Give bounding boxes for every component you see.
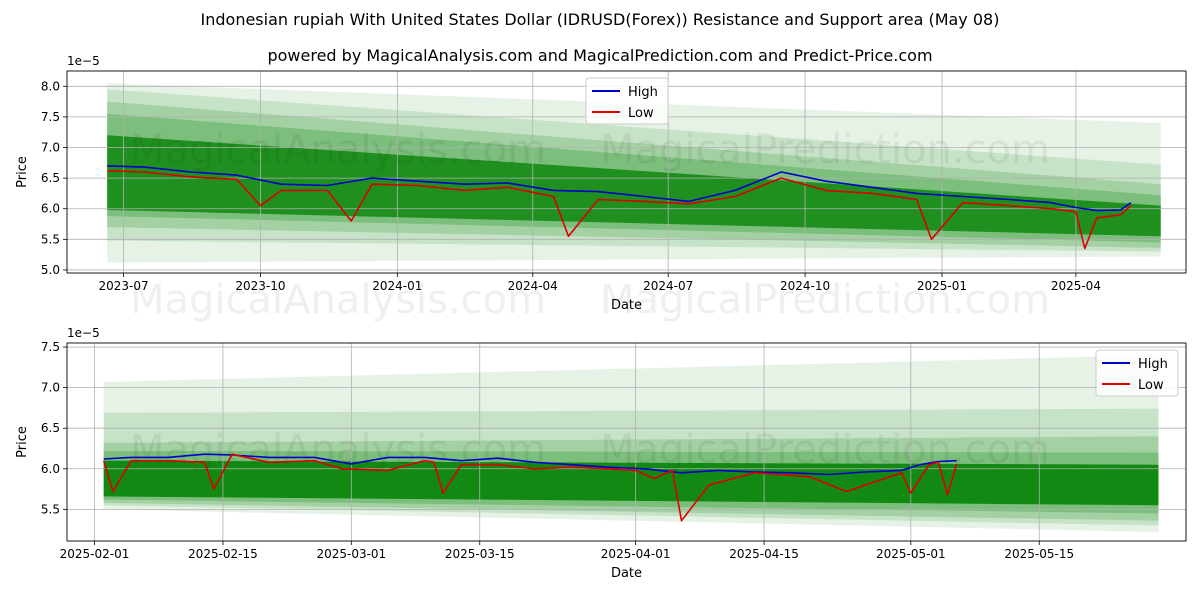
x-tick-label: 2023-10 xyxy=(235,279,285,293)
x-tick-label: 2025-02-01 xyxy=(60,547,130,561)
band-2-5 xyxy=(103,460,1159,506)
legend-label-high: High xyxy=(1138,357,1168,372)
exponent-label: 1e−5 xyxy=(67,326,100,340)
legend: High Low xyxy=(585,77,669,125)
x-tick-label: 2025-04 xyxy=(1051,279,1101,293)
axes-frame xyxy=(66,70,1187,274)
x-tick-label: 2025-02-15 xyxy=(188,547,258,561)
y-tick-label: 7.5 xyxy=(41,110,60,124)
x-tick-label: 2024-07 xyxy=(643,279,693,293)
x-tick-label: 2025-01 xyxy=(917,279,967,293)
y-tick-label: 6.5 xyxy=(41,421,60,435)
x-tick-label: 2023-07 xyxy=(98,279,148,293)
legend-label-low: Low xyxy=(628,106,654,121)
watermark: MagicalAnalysis.com xyxy=(130,127,546,173)
y-tick-label: 7.0 xyxy=(41,141,60,155)
x-tick-label: 2025-04-01 xyxy=(601,547,671,561)
chart-title: Indonesian rupiah With United States Dol… xyxy=(200,10,1000,29)
axes-frame xyxy=(66,342,1187,542)
x-tick-label: 2024-01 xyxy=(372,279,422,293)
series-line-low xyxy=(102,453,958,522)
legend: High Low xyxy=(1095,349,1179,397)
x-tick-label: 2024-10 xyxy=(780,279,830,293)
y-tick-label: 6.5 xyxy=(41,171,60,185)
y-axis-label: Price xyxy=(15,156,30,188)
x-axis-label: Date xyxy=(611,298,642,313)
x-tick-label: 2025-05-01 xyxy=(876,547,946,561)
watermark: MagicalAnalysis.com xyxy=(130,277,546,323)
chart-subtitle: powered by MagicalAnalysis.com and Magic… xyxy=(267,46,933,65)
y-tick-label: 5.5 xyxy=(41,502,60,516)
watermark: MagicalPrediction.com xyxy=(600,427,1050,473)
y-tick-label: 6.0 xyxy=(41,202,60,216)
series-line-low xyxy=(107,170,1132,250)
x-tick-label: 2025-03-01 xyxy=(316,547,386,561)
watermark: MagicalPrediction.com xyxy=(600,127,1050,173)
series-line-high xyxy=(107,165,1132,212)
x-tick-label: 2025-04-15 xyxy=(729,547,799,561)
chart-panel-2: 2025-02-01 2025-02-15 2025-03-01 2025-03-15… xyxy=(15,326,1187,581)
y-axis-label: Price xyxy=(15,426,30,458)
exponent-label: 1e−5 xyxy=(67,54,100,68)
y-tick-label: 8.0 xyxy=(41,79,60,93)
y-tick-label: 7.5 xyxy=(41,340,60,354)
x-tick-label: 2025-05-15 xyxy=(1004,547,1074,561)
band-1-5 xyxy=(107,135,1161,237)
y-tick-label: 6.0 xyxy=(41,462,60,476)
chart-panel-1: 2023-07 2023-10 2024-01 2024-04 2024-07 2024-… xyxy=(15,54,1187,323)
y-tick-label: 5.0 xyxy=(41,263,60,277)
x-axis-label: Date xyxy=(611,566,642,581)
y-tick-label: 5.5 xyxy=(41,232,60,246)
legend-label-low: Low xyxy=(1138,378,1164,393)
x-tick-label: 2024-04 xyxy=(508,279,558,293)
y-tick-label: 7.0 xyxy=(41,381,60,395)
watermark: MagicalAnalysis.com xyxy=(130,427,546,473)
watermark: MagicalPrediction.com xyxy=(600,277,1050,323)
x-tick-label: 2025-03-15 xyxy=(445,547,515,561)
legend-label-high: High xyxy=(628,85,658,100)
